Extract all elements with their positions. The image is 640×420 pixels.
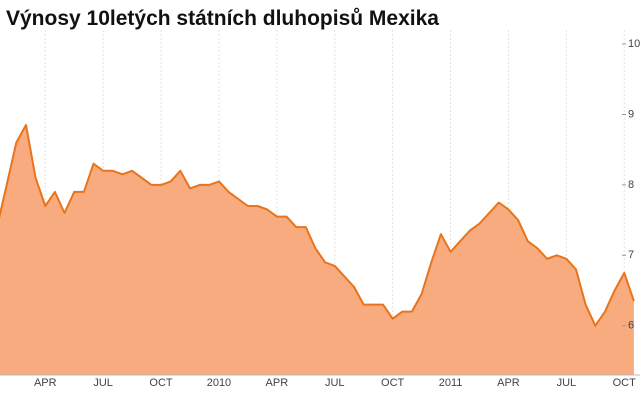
x-tick-label: APR bbox=[34, 377, 57, 389]
y-tick-label: 9 bbox=[628, 108, 634, 120]
x-tick-label: OCT bbox=[613, 377, 637, 389]
chart-title: Výnosy 10letých státních dluhopisů Mexik… bbox=[6, 7, 439, 30]
x-tick-label: APR bbox=[266, 377, 289, 389]
x-tick-label: APR bbox=[497, 377, 520, 389]
x-tick-label: OCT bbox=[149, 377, 173, 389]
x-tick-label: 2011 bbox=[439, 377, 463, 389]
x-tick-label: JUL bbox=[557, 377, 577, 389]
x-tick-label: 2010 bbox=[207, 377, 231, 389]
line bbox=[0, 124, 635, 327]
area-fill bbox=[0, 125, 634, 375]
y-tick-label: 8 bbox=[628, 179, 634, 191]
x-tick-label: JUL bbox=[93, 377, 113, 389]
y-tick-label: 10 bbox=[628, 38, 640, 50]
y-tick-label: 7 bbox=[628, 249, 634, 261]
x-tick-label: OCT bbox=[381, 377, 405, 389]
y-tick-label: 6 bbox=[628, 320, 634, 332]
x-tick-label: JUL bbox=[325, 377, 345, 389]
